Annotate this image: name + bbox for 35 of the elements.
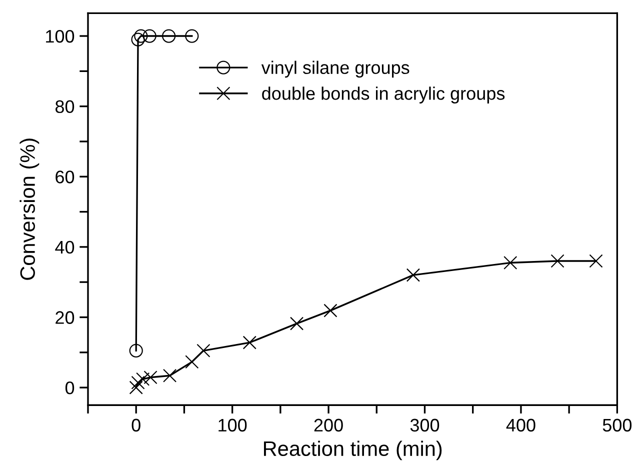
y-tick-label: 60 xyxy=(56,170,74,184)
y-tick-label: 40 xyxy=(55,240,74,254)
point xyxy=(196,344,210,358)
point xyxy=(134,29,148,43)
point xyxy=(131,376,145,390)
point xyxy=(162,368,177,382)
point xyxy=(162,29,176,43)
point xyxy=(589,254,603,268)
point xyxy=(129,344,143,358)
point xyxy=(144,370,158,384)
point xyxy=(129,380,143,394)
y-tick-label: 20 xyxy=(56,311,74,324)
legend-label: double bonds in acrylic groups xyxy=(262,86,505,104)
x-tick-label: 300 xyxy=(410,418,440,432)
x-tick-label: 100 xyxy=(218,418,247,432)
x-tick-label: 200 xyxy=(314,418,343,432)
point xyxy=(290,316,304,330)
point xyxy=(504,256,518,270)
point xyxy=(242,336,256,350)
x-tick-label: 400 xyxy=(506,418,536,432)
point xyxy=(550,254,564,268)
x-tick-label: 0 xyxy=(132,418,140,432)
legend-label: vinyl silane groups xyxy=(261,60,410,78)
x-axis-title: Reaction time (min) xyxy=(264,440,442,460)
point xyxy=(131,32,145,46)
point xyxy=(185,29,199,43)
point xyxy=(324,304,338,318)
y-tick-label: 100 xyxy=(46,30,74,43)
point xyxy=(185,355,199,369)
x-tick-label: 500 xyxy=(602,418,632,432)
point xyxy=(406,268,420,282)
point xyxy=(142,29,156,43)
y-axis-title: Conversion (%) xyxy=(20,138,40,280)
y-tick-label: 80 xyxy=(55,100,74,114)
y-tick-label: 0 xyxy=(65,381,74,394)
